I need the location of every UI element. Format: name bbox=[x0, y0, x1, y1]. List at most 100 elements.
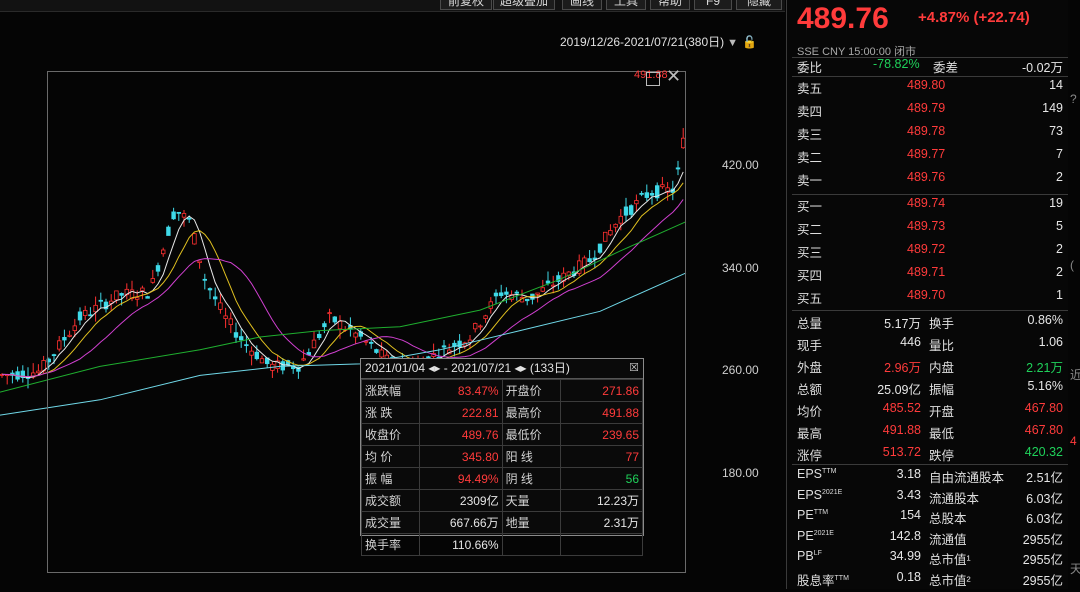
fundamental-value: 2955亿 bbox=[1022, 532, 1063, 547]
bid-level-row[interactable]: 买四 489.71 2 bbox=[797, 265, 1063, 287]
level-volume: 1 bbox=[1056, 288, 1063, 302]
weibi-value: -78.82% bbox=[873, 57, 920, 71]
ask-level-row[interactable]: 卖五 489.80 14 bbox=[797, 78, 1063, 100]
toolbar-adjust-button[interactable]: 前复权 bbox=[440, 0, 492, 10]
fundamental-label: 总市值² bbox=[929, 573, 971, 588]
fundamental-value: 2955亿 bbox=[1022, 573, 1063, 588]
toolbar-f9-button[interactable]: F9 bbox=[694, 0, 732, 10]
stats-row: 成交额 2309亿 天量 12.23万 bbox=[360, 489, 643, 512]
candle-body bbox=[212, 296, 218, 300]
dropdown-triangle-icon[interactable]: ▼ bbox=[727, 37, 739, 49]
toolbar-overlay-button[interactable]: 超级叠加 bbox=[493, 0, 555, 10]
fundamental-label: 股息率TTM bbox=[797, 573, 849, 588]
stats-label bbox=[501, 533, 562, 556]
candle-body bbox=[145, 296, 150, 299]
candle-body bbox=[259, 358, 265, 364]
candle-body bbox=[608, 230, 613, 236]
date-range-selector[interactable]: 2019/12/26-2021/07/21(380日) ▼ 🔓 bbox=[560, 33, 757, 50]
ask-level-row[interactable]: 卖二 489.77 7 bbox=[797, 147, 1063, 169]
fundamental-row: EPSTTM 3.18 自由流通股本 2.51亿 bbox=[797, 467, 1063, 489]
candlestick-chart[interactable] bbox=[0, 0, 786, 589]
candle-body bbox=[77, 311, 83, 321]
edge-text: ? bbox=[1070, 92, 1077, 106]
level-label: 卖一 bbox=[797, 174, 823, 188]
ma5-line bbox=[1, 171, 684, 379]
fundamental-label: 总市值¹ bbox=[929, 553, 971, 567]
stats-row: 涨跌幅 83.47% 开盘价 271.86 bbox=[360, 379, 643, 402]
candle-body bbox=[556, 275, 561, 282]
ma20-line bbox=[1, 199, 684, 378]
right-edge-panel bbox=[1068, 0, 1080, 589]
candle-body bbox=[62, 337, 67, 341]
quote-panel bbox=[786, 0, 1069, 589]
stats-label: 天量 bbox=[501, 489, 562, 512]
candle-body bbox=[119, 293, 124, 296]
summary-label: 开盘 bbox=[929, 405, 955, 419]
level-price: 489.77 bbox=[907, 147, 946, 161]
stats-header-text[interactable]: 2021/01/04 ◂▸ - 2021/07/21 ◂▸ (133日) bbox=[365, 361, 570, 375]
fundamental-label: PE2021E bbox=[797, 528, 834, 543]
stats-label: 地量 bbox=[501, 511, 562, 534]
toolbar-tools-button[interactable]: 工具 bbox=[606, 0, 646, 10]
fundamental-label: 流通股本 bbox=[929, 491, 980, 506]
lock-icon[interactable]: 🔓 bbox=[742, 35, 757, 49]
level-label: 卖二 bbox=[797, 151, 823, 165]
summary-value: 5.17万 bbox=[884, 317, 921, 331]
level-label: 买一 bbox=[797, 200, 823, 214]
summary-label: 振幅 bbox=[929, 383, 955, 397]
candle-body bbox=[597, 243, 603, 253]
summary-label: 现手 bbox=[797, 339, 823, 353]
candle-body bbox=[545, 280, 551, 284]
stats-label: 均 价 bbox=[360, 445, 421, 468]
level-volume: 149 bbox=[1042, 101, 1063, 115]
level-label: 买三 bbox=[797, 246, 823, 260]
bid-level-row[interactable]: 买一 489.74 19 bbox=[797, 196, 1063, 218]
candle-body bbox=[368, 341, 374, 344]
toolbar-draw-button[interactable]: 画线 bbox=[562, 0, 602, 10]
divider bbox=[792, 464, 1068, 465]
bid-level-row[interactable]: 买二 489.73 5 bbox=[797, 219, 1063, 241]
maximize-icon[interactable] bbox=[646, 72, 660, 86]
toolbar-help-button[interactable]: 帮助 bbox=[650, 0, 690, 10]
summary-value: 1.06 bbox=[1038, 335, 1063, 349]
close-icon[interactable]: ✕ bbox=[666, 66, 682, 86]
fundamental-row: PETTM 154 总股本 6.03亿 bbox=[797, 508, 1063, 530]
candle-body bbox=[192, 233, 197, 245]
ask-level-row[interactable]: 卖四 489.79 149 bbox=[797, 101, 1063, 123]
candle-body bbox=[67, 334, 72, 337]
edge-text: 近 bbox=[1070, 368, 1080, 382]
candle-body bbox=[98, 299, 103, 302]
candle-body bbox=[634, 200, 639, 205]
level-label: 买二 bbox=[797, 223, 823, 237]
price-tick: 180.00 bbox=[722, 466, 759, 480]
summary-value: 485.52 bbox=[882, 401, 921, 415]
candle-body bbox=[51, 354, 57, 357]
candle-body bbox=[218, 302, 223, 310]
candle-body bbox=[655, 185, 660, 199]
candle-body bbox=[374, 349, 379, 353]
fundamental-label: EPSTTM bbox=[797, 467, 837, 481]
stats-label: 换手率 bbox=[360, 533, 421, 556]
fundamental-value: 6.03亿 bbox=[1026, 512, 1063, 526]
divider bbox=[792, 194, 1068, 195]
summary-row: 现手 446 量比 1.06 bbox=[797, 335, 1063, 357]
toolbar-hide-button[interactable]: 隐藏 bbox=[736, 0, 782, 10]
candle-body bbox=[202, 278, 207, 281]
ask-level-row[interactable]: 卖一 489.76 2 bbox=[797, 170, 1063, 192]
summary-label: 内盘 bbox=[929, 361, 955, 375]
close-icon[interactable]: ☒ bbox=[629, 362, 639, 374]
weicha-value: -0.02万 bbox=[1022, 61, 1063, 75]
candle-body bbox=[197, 260, 202, 263]
ask-level-row[interactable]: 卖三 489.78 73 bbox=[797, 124, 1063, 146]
bid-level-row[interactable]: 买三 489.72 2 bbox=[797, 242, 1063, 264]
stats-header: 2021/01/04 ◂▸ - 2021/07/21 ◂▸ (133日) ☒ bbox=[361, 359, 643, 379]
stats-value: 239.65 bbox=[560, 423, 643, 446]
level-price: 489.72 bbox=[907, 242, 946, 256]
bid-level-row[interactable]: 买五 489.70 1 bbox=[797, 288, 1063, 310]
stats-table: 涨跌幅 83.47% 开盘价 271.86 涨 跌 222.81 最高价 491.88 收盘价 4… bbox=[360, 379, 643, 556]
ma10-line bbox=[1, 182, 684, 378]
level-volume: 2 bbox=[1056, 170, 1063, 184]
edge-text: ( bbox=[1070, 258, 1074, 272]
summary-row: 外盘 2.96万 内盘 2.21万 bbox=[797, 357, 1063, 379]
ma60-line bbox=[0, 221, 687, 393]
